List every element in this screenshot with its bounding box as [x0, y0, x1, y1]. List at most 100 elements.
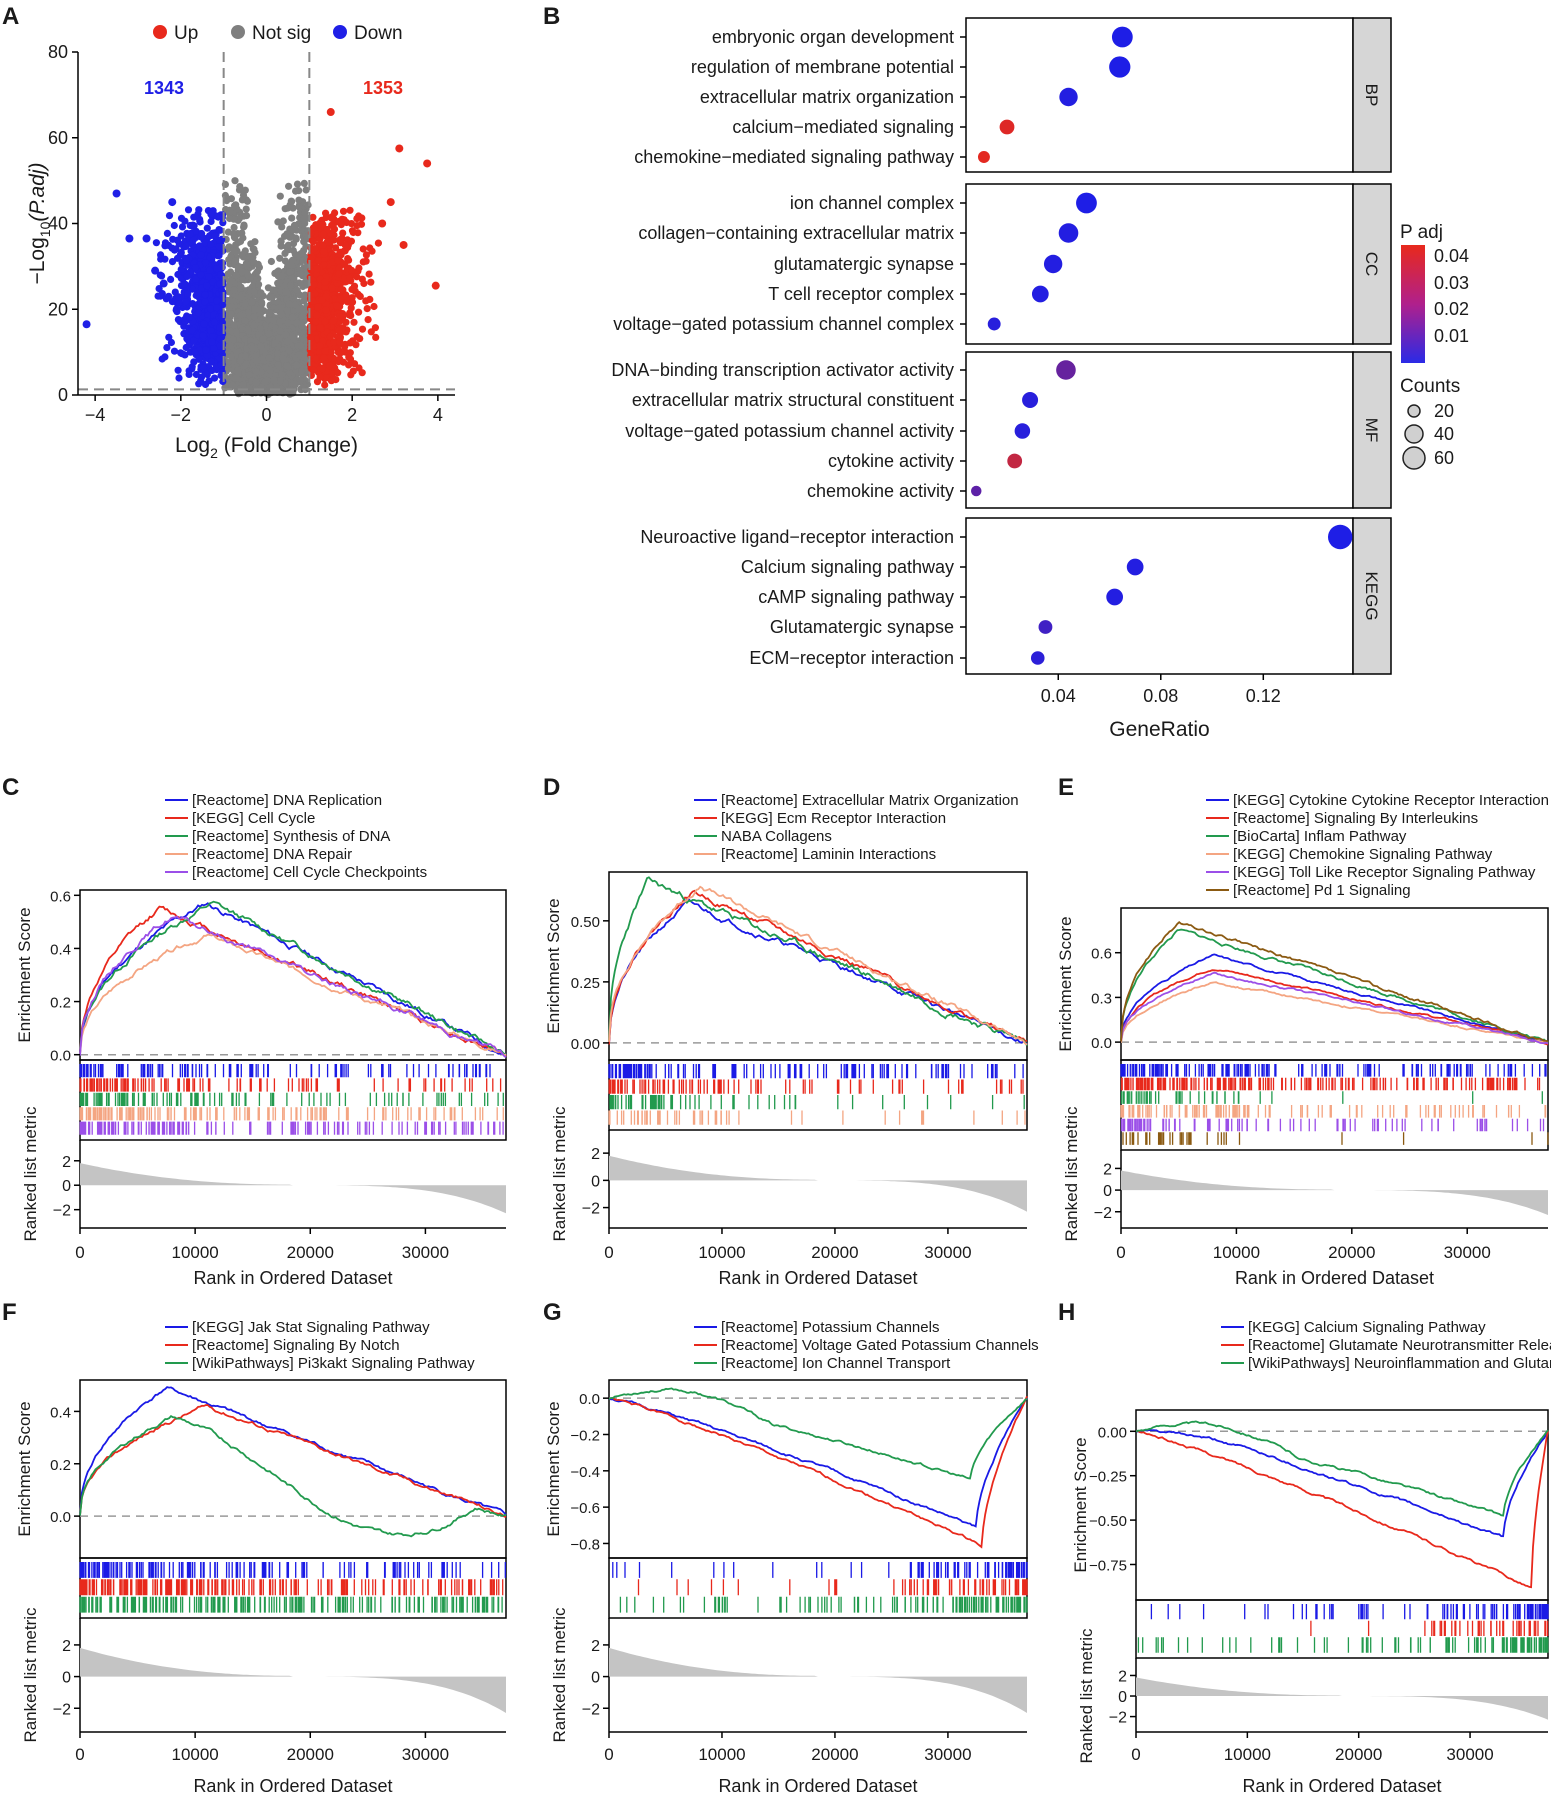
- facet-panel: [965, 17, 1354, 173]
- metric-tick-label: 2: [62, 1154, 71, 1171]
- point-notsig: [285, 347, 293, 355]
- point-notsig: [288, 313, 296, 322]
- legend-dot: [153, 25, 167, 39]
- point-up: [350, 318, 358, 326]
- metric-tick-label: 0: [62, 1178, 71, 1195]
- point-up: [322, 209, 330, 217]
- point-notsig: [240, 221, 248, 229]
- point-up: [366, 244, 374, 252]
- x-tick-label: 30000: [402, 1243, 449, 1262]
- point-down: [210, 374, 219, 382]
- point-notsig: [298, 367, 306, 375]
- point-up: [327, 213, 336, 221]
- term-dot: [1022, 392, 1039, 408]
- y-tick-label: 0.4: [50, 941, 71, 958]
- point-down: [173, 254, 182, 262]
- point-up: [314, 303, 322, 311]
- point-notsig: [276, 254, 284, 262]
- point-down: [213, 304, 221, 312]
- legend-label: [WikiPathways] Pi3kakt Signaling Pathway: [192, 1355, 475, 1372]
- point-up: [348, 285, 356, 293]
- point-notsig: [300, 292, 308, 300]
- metric-area: [80, 1647, 506, 1713]
- es-frame: [1135, 1409, 1549, 1601]
- point-up: [326, 267, 335, 275]
- point-up: [321, 347, 329, 355]
- x-tick-label: 4: [433, 405, 443, 425]
- point-notsig: [297, 342, 305, 350]
- metric-area: [80, 1163, 506, 1214]
- metric-tick-label: −2: [1109, 1710, 1127, 1727]
- point-notsig: [270, 376, 278, 384]
- padj-tick-label: 0.04: [1434, 246, 1469, 266]
- x-tick-label: 0.08: [1143, 686, 1178, 706]
- point-notsig: [254, 260, 262, 268]
- point-down: [198, 230, 206, 238]
- y-tick-label: 80: [48, 42, 68, 62]
- term-dot: [1043, 254, 1063, 274]
- point-notsig: [278, 272, 286, 280]
- point-down: [158, 355, 166, 363]
- es-curve: [1120, 971, 1549, 1045]
- point-notsig: [283, 306, 291, 314]
- x-tick-label: 0: [75, 1745, 84, 1764]
- hit-marks: [79, 1121, 504, 1135]
- es-curve: [79, 1414, 507, 1538]
- point-notsig: [295, 351, 304, 359]
- point-notsig: [302, 281, 310, 289]
- term-dot: [1106, 588, 1124, 606]
- hit-marks: [608, 1064, 1024, 1079]
- facet-label-bp: BP: [1362, 84, 1381, 107]
- point-down: [218, 368, 226, 376]
- count-up: 1353: [363, 78, 403, 98]
- point-down: [170, 246, 179, 254]
- point-notsig: [291, 381, 299, 389]
- es-curve: [608, 889, 1028, 1045]
- point-up: [330, 338, 338, 346]
- point-up: [320, 354, 328, 362]
- hit-marks: [609, 1095, 1025, 1110]
- y-tick-label: −0.75: [1089, 1557, 1127, 1574]
- term-label: ion channel complex: [790, 193, 954, 213]
- point-up: [320, 248, 328, 256]
- point-up: [321, 317, 329, 326]
- point-up: [345, 274, 353, 282]
- point-up: [362, 251, 370, 259]
- point-up: [332, 244, 340, 252]
- point-notsig: [288, 197, 296, 205]
- point-up: [315, 347, 323, 355]
- hit-marks: [612, 1562, 1028, 1578]
- point-up: [346, 309, 354, 317]
- point-up: [330, 236, 338, 244]
- term-label: Glutamatergic synapse: [770, 617, 954, 637]
- es-frame: [608, 871, 1028, 1061]
- point-notsig: [274, 361, 282, 369]
- point-notsig: [285, 182, 293, 190]
- point-down: [161, 255, 169, 263]
- legend-label: [KEGG] Jak Stat Signaling Pathway: [192, 1319, 430, 1336]
- facet-panel: [965, 183, 1354, 345]
- hit-marks: [79, 1596, 503, 1613]
- point-notsig: [261, 378, 269, 386]
- metric-tick-label: 2: [591, 1638, 600, 1655]
- point-down: [197, 251, 205, 259]
- hit-marks: [79, 1579, 504, 1596]
- term-dot: [1059, 87, 1078, 107]
- point-down: [165, 292, 173, 300]
- term-label: voltage−gated potassium channel activity: [625, 421, 954, 441]
- x-tick-label: 10000: [698, 1243, 745, 1262]
- hits-frame: [1135, 1599, 1549, 1659]
- point-notsig: [266, 366, 274, 375]
- x-tick-label: 20000: [287, 1243, 334, 1262]
- point-notsig: [231, 202, 239, 210]
- point-notsig: [293, 180, 302, 188]
- point-down: [210, 344, 218, 352]
- point-down: [189, 236, 197, 244]
- point-down: [177, 214, 186, 222]
- point-down: [191, 264, 200, 272]
- point-down: [112, 189, 121, 198]
- point-down: [172, 305, 181, 313]
- point-up: [371, 324, 379, 332]
- y-tick-label: 0.25: [571, 975, 600, 992]
